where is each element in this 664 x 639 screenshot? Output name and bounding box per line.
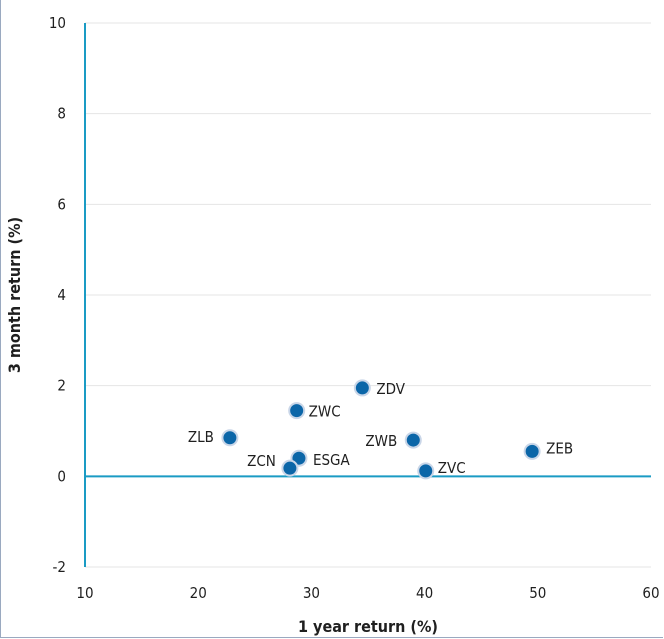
point-zvc	[417, 462, 435, 480]
label-zwb: ZWB	[365, 432, 397, 450]
point-zdv	[353, 379, 371, 397]
y-tick-label: 4	[57, 286, 66, 304]
point-zlb	[221, 429, 239, 447]
x-tick-label: 20	[190, 584, 207, 602]
x-tick-label: 30	[303, 584, 320, 602]
label-zeb: ZEB	[546, 439, 573, 457]
label-zcn: ZCN	[247, 452, 276, 470]
x-tick-label: 40	[416, 584, 433, 602]
point-zwb	[404, 431, 422, 449]
y-tick-label: -2	[53, 558, 66, 576]
x-tick-label: 50	[529, 584, 546, 602]
label-zdv: ZDV	[376, 380, 405, 398]
y-tick-label: 8	[57, 105, 66, 123]
grid-lines	[85, 22, 651, 568]
y-tick-label: 2	[57, 377, 66, 395]
y-tick-label: 10	[49, 14, 66, 32]
label-zvc: ZVC	[438, 459, 466, 477]
label-zwc: ZWC	[309, 403, 341, 421]
point-zeb	[523, 442, 541, 460]
point-zcn	[281, 459, 299, 477]
y-tick-label: 6	[57, 195, 66, 213]
label-esga: ESGA	[313, 451, 351, 469]
point-labels: ZDV ZWC ZLB ZWB ZEB ESGA ZCN ZVC	[188, 380, 573, 477]
axes	[84, 23, 651, 567]
point-zwc	[288, 402, 306, 420]
x-tick-labels: 10 20 30 40 50 60	[76, 584, 659, 602]
x-axis-title: 1 year return (%)	[298, 617, 438, 636]
y-tick-labels: 10 8 6 4 2 0 -2	[49, 14, 66, 576]
y-axis-title: 3 month return (%)	[5, 217, 24, 373]
data-points	[221, 379, 541, 480]
x-tick-label: 60	[642, 584, 659, 602]
label-zlb: ZLB	[188, 428, 214, 446]
y-tick-label: 0	[57, 467, 66, 485]
x-tick-label: 10	[76, 584, 93, 602]
